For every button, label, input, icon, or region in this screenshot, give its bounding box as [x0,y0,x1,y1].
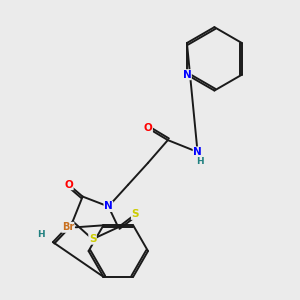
Text: N: N [183,70,191,80]
Text: H: H [37,230,45,239]
Text: O: O [144,123,152,133]
Text: Br: Br [61,222,74,232]
Text: O: O [64,180,73,190]
Text: H: H [196,158,203,166]
Text: S: S [89,234,96,244]
Text: S: S [131,209,139,219]
Text: N: N [193,147,202,157]
Text: N: N [104,202,113,212]
